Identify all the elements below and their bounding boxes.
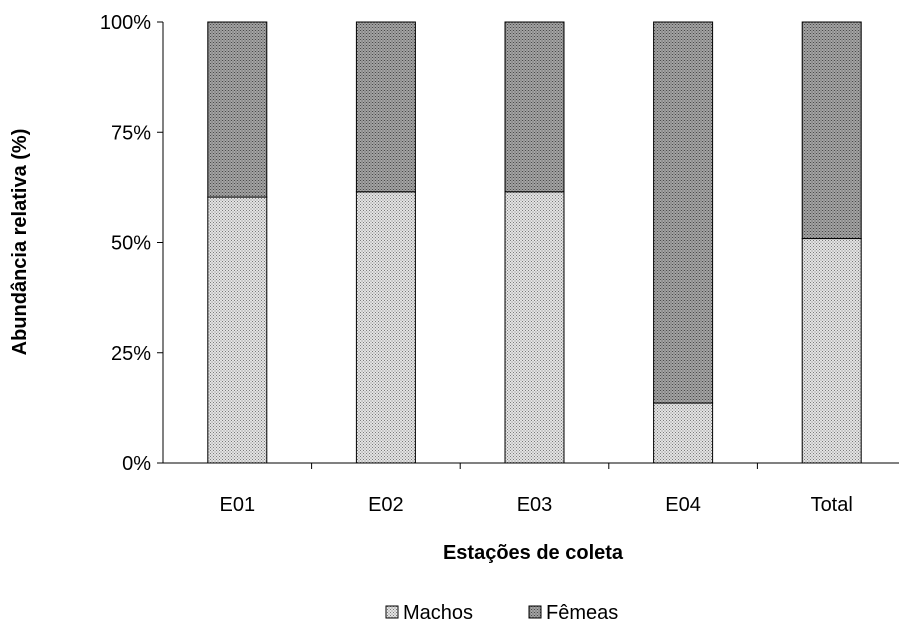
bar-f-meas-e01 bbox=[207, 21, 268, 198]
x-tick-label: E01 bbox=[220, 494, 256, 516]
legend-label-f-meas: Fêmeas bbox=[546, 602, 618, 624]
legend: Machos Fêmeas bbox=[385, 602, 618, 624]
bar-machos-e02 bbox=[355, 191, 416, 464]
y-tick-label: 0% bbox=[122, 453, 151, 475]
legend-swatch-f-meas bbox=[528, 605, 542, 619]
x-tick-label: Total bbox=[811, 494, 853, 516]
bar-f-meas-e03 bbox=[504, 21, 565, 193]
x-tick-label: E02 bbox=[368, 494, 404, 516]
bar-f-meas-e04 bbox=[653, 21, 714, 404]
y-tick-label: 25% bbox=[111, 343, 151, 365]
bar-machos-e03 bbox=[504, 191, 565, 464]
y-tick-labels: 0% 25% 50% 75% 100% bbox=[100, 12, 163, 475]
bar-f-meas-e02 bbox=[355, 21, 416, 193]
y-tick-label: 50% bbox=[111, 233, 151, 255]
bar-machos-e04 bbox=[653, 402, 714, 464]
bars-layer bbox=[207, 21, 862, 464]
y-tick-label: 75% bbox=[111, 122, 151, 144]
y-axis-title: Abundância relativa (%) bbox=[9, 129, 31, 356]
bar-machos-total bbox=[801, 238, 862, 464]
bar-machos-e01 bbox=[207, 196, 268, 464]
y-tick-label: 100% bbox=[100, 12, 151, 34]
x-tick-label: E03 bbox=[517, 494, 553, 516]
x-tick-label: E04 bbox=[665, 494, 701, 516]
legend-label-machos: Machos bbox=[403, 602, 473, 624]
legend-swatch-machos bbox=[385, 605, 399, 619]
bar-f-meas-total bbox=[801, 21, 862, 240]
x-axis-title: Estações de coleta bbox=[443, 542, 624, 564]
x-tick-labels: E01 E02 E03 E04 Total bbox=[220, 463, 853, 516]
